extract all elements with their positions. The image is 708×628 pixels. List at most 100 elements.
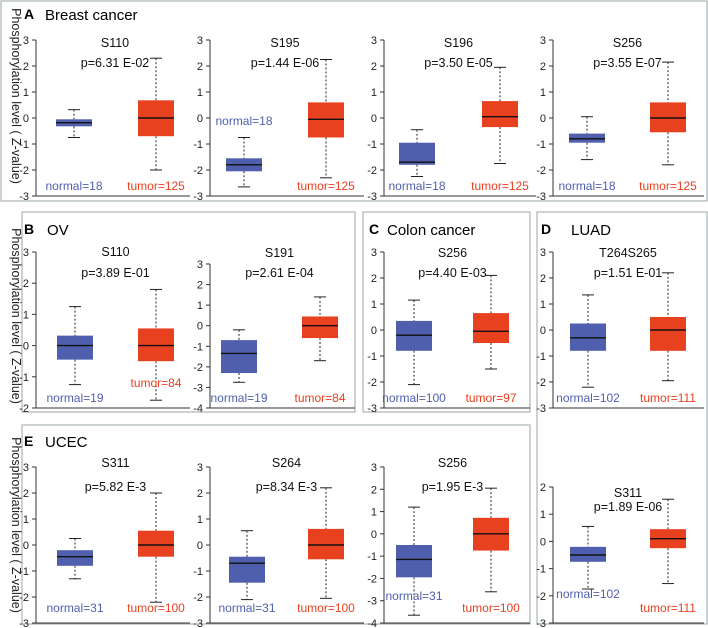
y-tick-label: 0 [23, 113, 29, 125]
p-value: p=6.31 E-02 [81, 56, 150, 70]
plot-title: S264 [272, 456, 301, 470]
panel-c-frame [362, 211, 531, 413]
normal-count-label: normal=102 [556, 587, 620, 601]
y-tick-label: -3 [367, 596, 377, 608]
y-tick-label: -3 [193, 191, 203, 203]
normal-box [57, 550, 93, 566]
tumor-count-label: tumor=111 [640, 391, 696, 405]
y-tick-label: 1 [540, 87, 546, 99]
panel-b-frame [21, 211, 356, 413]
y-tick-label: 3 [371, 247, 377, 259]
p-value: p=1.89 E-06 [594, 500, 663, 514]
y-tick-label: -1 [193, 139, 203, 151]
y-axis-label-row-1: Phosphorylation level ( Z-value) [9, 8, 23, 184]
tumor-count-label: tumor=100 [462, 601, 520, 615]
y-tick-label: 0 [540, 113, 546, 125]
panel-d-letter: D [541, 221, 551, 237]
tumor-box [302, 316, 338, 339]
y-tick-label: -1 [536, 564, 546, 576]
y-tick-label: -4 [193, 403, 203, 415]
y-tick-label: 3 [540, 247, 546, 259]
plot-title: T264S265 [599, 246, 657, 260]
p-value: p=4.40 E-03 [418, 266, 487, 280]
tumor-count-label: tumor=84 [130, 376, 181, 390]
y-tick-label: -2 [193, 362, 203, 374]
boxplot-11: 3 2 1 0 -1 -2 -3 -4 S256 p=1.95 E-3 normal=31 tumor… [367, 456, 530, 628]
plot-title: S196 [444, 36, 473, 50]
y-tick-label: 2 [23, 278, 29, 290]
y-tick-label: -3 [193, 618, 203, 628]
y-tick-label: 1 [197, 87, 203, 99]
normal-box [229, 556, 265, 583]
normal-box [396, 545, 432, 578]
y-tick-label: 0 [197, 540, 203, 552]
y-tick-label: 1 [371, 507, 377, 519]
y-tick-label: -1 [19, 566, 29, 578]
y-tick-label: -2 [367, 573, 377, 585]
y-tick-label: 2 [540, 61, 546, 73]
p-value: p=5.82 E-3 [85, 480, 147, 494]
normal-count-label: normal=18 [215, 114, 272, 128]
tumor-box [138, 328, 174, 362]
normal-count-label: normal=18 [558, 179, 615, 193]
y-tick-label: -1 [367, 551, 377, 563]
y-tick-label: 1 [197, 514, 203, 526]
y-tick-label: 1 [371, 299, 377, 311]
y-tick-label: 0 [540, 536, 546, 548]
plot-title: S191 [265, 246, 294, 260]
normal-count-label: normal=18 [45, 179, 102, 193]
y-tick-label: -1 [536, 139, 546, 151]
y-tick-label: 0 [197, 113, 203, 125]
normal-count-label: normal=19 [210, 391, 267, 405]
boxplot-7: 3 2 1 0 -1 -2 -3 S256 p=4.40 E-03 normal=100 tumor… [367, 246, 530, 415]
y-tick-label: -2 [536, 165, 546, 177]
y-tick-label: 2 [371, 484, 377, 496]
y-tick-label: -4 [367, 618, 377, 628]
y-tick-label: -3 [536, 618, 546, 628]
tumor-box [650, 317, 686, 351]
boxplot-2: 3 2 1 0 -1 -2 -3 S195 p=1.44 E-06 normal=18 tumor=… [193, 35, 364, 203]
plot-title: S256 [438, 246, 467, 260]
y-tick-label: 0 [23, 341, 29, 353]
y-tick-label: 1 [371, 87, 377, 99]
panel-e-frame [21, 424, 531, 625]
y-tick-label: 1 [23, 514, 29, 526]
y-tick-label: -2 [367, 165, 377, 177]
tumor-count-label: tumor=100 [297, 601, 355, 615]
y-tick-label: 0 [540, 325, 546, 337]
y-tick-label: -1 [536, 351, 546, 363]
y-tick-label: 3 [197, 259, 203, 271]
y-tick-label: 3 [371, 35, 377, 47]
tumor-count-label: tumor=125 [639, 179, 697, 193]
panel-e-letter: E [24, 433, 33, 449]
panel-d-name: LUAD [571, 222, 611, 239]
normal-count-label: normal=31 [385, 589, 442, 603]
y-tick-label: 2 [540, 482, 546, 494]
p-value: p=2.61 E-04 [245, 266, 314, 280]
y-tick-label: 0 [371, 325, 377, 337]
tumor-count-label: tumor=100 [127, 601, 185, 615]
tumor-count-label: tumor=84 [294, 391, 345, 405]
boxplot-5: 3 2 1 0 -1 -2 S110 p=3.89 E-01 normal=19 tumor=84 [19, 245, 190, 415]
normal-count-label: normal=31 [46, 601, 103, 615]
p-value: p=3.89 E-01 [81, 266, 150, 280]
y-tick-label: -2 [19, 592, 29, 604]
y-axis-label-row-2: Phosphorylation level ( Z-value) [9, 228, 23, 404]
plot-title: S311 [614, 486, 642, 500]
boxplot-10: 3 2 1 0 -1 -2 -3 S264 p=8.34 E-3 normal=31 tumor=1… [193, 456, 364, 628]
tumor-count-label: tumor=125 [127, 179, 185, 193]
p-value: p=8.34 E-3 [256, 480, 318, 494]
boxplot-1: 3 2 1 0 -1 -2 -3 S110 p=6.31 E-02 normal=18 tumor=… [19, 35, 190, 203]
y-tick-label: -2 [19, 165, 29, 177]
y-tick-label: 2 [197, 488, 203, 500]
y-tick-label: 3 [197, 35, 203, 47]
p-value: p=1.95 E-3 [422, 480, 484, 494]
panel-b-name: OV [47, 222, 69, 239]
y-tick-label: -1 [193, 566, 203, 578]
boxplot-3: 3 2 1 0 -1 -2 -3 S196 p=3.50 E-05 normal=18 tumor=… [367, 35, 536, 203]
tumor-box [138, 530, 174, 557]
y-tick-label: -3 [19, 191, 29, 203]
y-tick-label: -3 [193, 382, 203, 394]
